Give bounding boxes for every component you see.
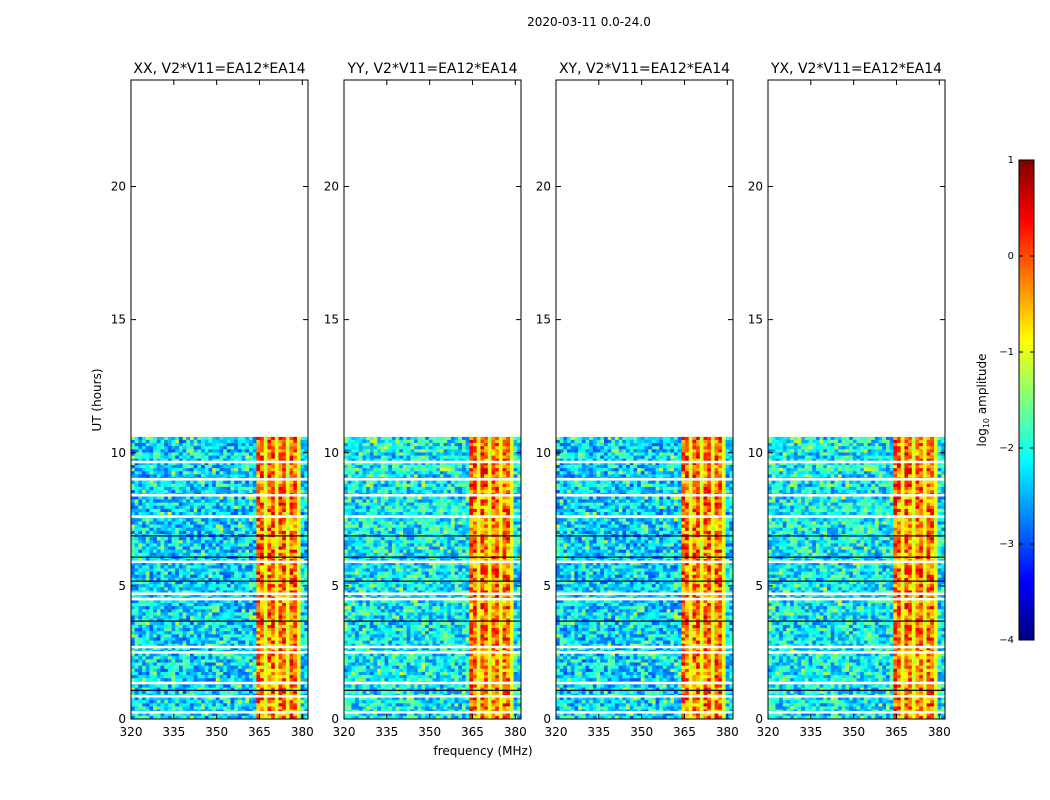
x-tick-label: 350 [418,725,441,739]
y-axis-label: UT (hours) [90,368,104,431]
y-tick-label: 20 [536,180,551,194]
x-axis-label: frequency (MHz) [433,744,532,758]
panels-group: XX, V2*V11=EA12*EA14 320 335 350 365 380 0 5 10 1… [111,61,951,739]
x-tick-label: 380 [928,725,951,739]
y-tick-label: 0 [755,712,763,726]
colorbar-tick-label: −2 [999,443,1014,454]
x-tick-label: 320 [545,725,568,739]
x-tick-label: 365 [248,725,271,739]
colorbar-tick-label: −3 [999,539,1014,550]
x-tick-label: 365 [461,725,484,739]
y-tick-label: 15 [536,313,551,327]
y-tick-label: 20 [111,180,126,194]
y-tick-label: 10 [111,446,126,460]
heatmap-image [344,436,521,719]
x-tick-label: 335 [587,725,610,739]
y-tick-label: 5 [543,579,551,593]
y-tick-label: 15 [748,313,763,327]
y-tick-label: 5 [755,579,763,593]
colorbar-tick-label: −4 [999,635,1014,646]
axes-frame [130,79,309,720]
y-tick-label: 5 [118,579,126,593]
y-tick-label: 15 [111,313,126,327]
colorbar-label: log10 amplitude [975,354,991,447]
x-tick-label: 320 [120,725,143,739]
x-tick-label: 335 [799,725,822,739]
panel: XX, V2*V11=EA12*EA14 320 335 350 365 380 0 5 10 1… [111,61,314,739]
y-tick-label: 10 [536,446,551,460]
y-tick-label: 20 [748,180,763,194]
x-tick-label: 350 [842,725,865,739]
y-tick-label: 0 [331,712,339,726]
x-tick-label: 380 [291,725,314,739]
colorbar: 1 0 −1 −2 −3 −4 log10 amplitude [975,155,1035,646]
y-tick-label: 0 [118,712,126,726]
panel-title: XX, V2*V11=EA12*EA14 [133,61,305,77]
panel: YX, V2*V11=EA12*EA14 320 335 350 365 380 0 5 10 1… [748,61,951,739]
x-tick-label: 320 [757,725,780,739]
heatmap-image [556,436,733,719]
x-tick-label: 365 [673,725,696,739]
x-tick-label: 380 [504,725,527,739]
figure-title: 2020-03-11 0.0-24.0 [527,15,651,29]
axes-frame [343,79,522,720]
panel: YY, V2*V11=EA12*EA14 320 335 350 365 380 0 5 10 1… [324,61,527,739]
axes-frame [767,79,946,720]
panel: XY, V2*V11=EA12*EA14 320 335 350 365 380 0 5 10 1… [536,61,739,739]
y-tick-label: 10 [748,446,763,460]
heatmap-image [768,436,945,719]
x-tick-label: 380 [716,725,739,739]
x-tick-label: 350 [205,725,228,739]
colorbar-tick-label: −1 [999,347,1014,358]
colorbar-tick-label: 1 [1008,155,1014,166]
panel-title: YX, V2*V11=EA12*EA14 [770,61,942,77]
x-tick-label: 335 [375,725,398,739]
x-tick-label: 335 [162,725,185,739]
colorbar-tick-label: 0 [1008,251,1014,262]
y-tick-label: 15 [324,313,339,327]
heatmap-image [131,436,308,719]
panel-title: YY, V2*V11=EA12*EA14 [346,61,517,77]
colorbar-gradient [1018,159,1035,641]
axes-frame [555,79,734,720]
y-tick-label: 0 [543,712,551,726]
y-tick-label: 5 [331,579,339,593]
y-tick-label: 20 [324,180,339,194]
x-tick-label: 320 [333,725,356,739]
y-tick-label: 10 [324,446,339,460]
x-tick-label: 350 [630,725,653,739]
panel-title: XY, V2*V11=EA12*EA14 [559,61,730,77]
x-tick-label: 365 [885,725,908,739]
